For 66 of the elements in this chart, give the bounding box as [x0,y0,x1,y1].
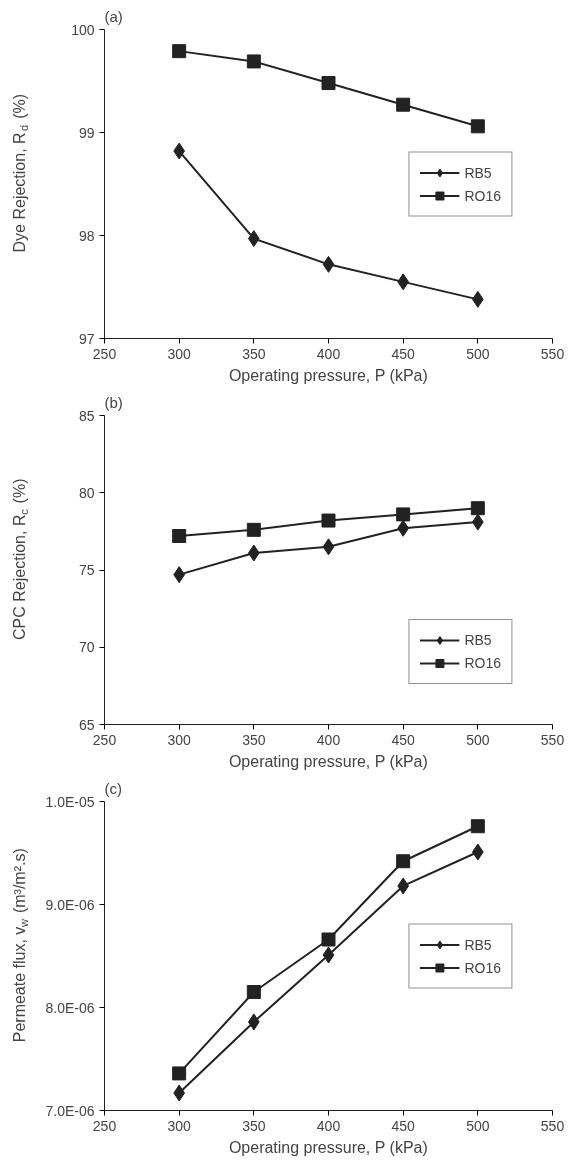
point [396,97,411,112]
point [172,529,187,544]
x-tick-label: 350 [242,345,266,362]
point [396,507,411,522]
x-tick-label: 550 [540,731,565,748]
y-tick-label: 65 [78,716,95,733]
y-tick-label: 8.0E-06 [45,999,95,1016]
y-axis-title: Permeate flux, vw (m³/m².s) [10,848,31,1043]
x-tick-label: 400 [316,345,341,362]
y-axis-title: Dye Rejection, Rd (%) [10,93,31,253]
y-tick-label: 75 [78,562,95,578]
x-tick-label: 550 [540,345,565,362]
legend-label: RB5 [464,632,492,648]
legend-label: RO16 [464,655,501,671]
x-tick-label: 400 [316,1117,341,1134]
x-tick-label: 450 [391,731,416,748]
x-axis-title: Operating pressure, P (kPa) [228,366,428,384]
point [246,985,261,1000]
point [322,538,335,556]
legend-label: RB5 [464,936,492,952]
x-tick-label: 250 [92,731,117,748]
x-tick-label: 500 [466,1117,490,1134]
point [321,932,336,947]
y-tick-label: 100 [71,21,95,38]
y-tick-label: 9.0E-06 [45,896,95,913]
x-tick-label: 300 [167,1117,192,1134]
point [246,522,261,537]
x-tick-label: 550 [540,1117,565,1134]
chart-title: (b) [104,393,123,411]
x-tick-label: 300 [167,345,192,362]
y-tick-label: 98 [78,227,95,244]
point [322,255,335,273]
legend-label: RO16 [464,959,501,975]
x-tick-label: 500 [466,731,490,748]
point [172,1066,187,1081]
legend-label: RB5 [464,164,492,180]
point [470,819,485,834]
point [321,513,336,528]
point [470,119,485,134]
x-tick-label: 300 [167,731,192,748]
y-tick-label: 70 [78,639,95,656]
y-tick-label: 1.0E-05 [45,793,95,810]
chart-title: (c) [104,779,122,797]
point [321,76,336,91]
y-tick-label: 7.0E-06 [45,1102,95,1119]
x-tick-label: 250 [92,345,117,362]
x-axis-title: Operating pressure, P (kPa) [228,1138,428,1156]
x-tick-label: 350 [242,1117,266,1134]
x-axis-title: Operating pressure, P (kPa) [228,752,428,770]
y-tick-label: 85 [78,407,95,424]
point [246,54,261,69]
x-tick-label: 500 [466,345,490,362]
legend-label: RO16 [464,187,501,203]
x-tick-label: 250 [92,1117,117,1134]
point [396,854,411,869]
x-tick-label: 400 [316,731,341,748]
point [172,44,187,59]
point [322,946,335,964]
point [470,501,485,516]
chart-title: (a) [104,7,123,25]
y-tick-label: 80 [78,484,95,501]
x-tick-label: 450 [391,345,416,362]
y-tick-label: 97 [78,330,95,347]
x-tick-label: 350 [242,731,266,748]
x-tick-label: 450 [391,1117,416,1134]
y-tick-label: 99 [78,124,95,141]
